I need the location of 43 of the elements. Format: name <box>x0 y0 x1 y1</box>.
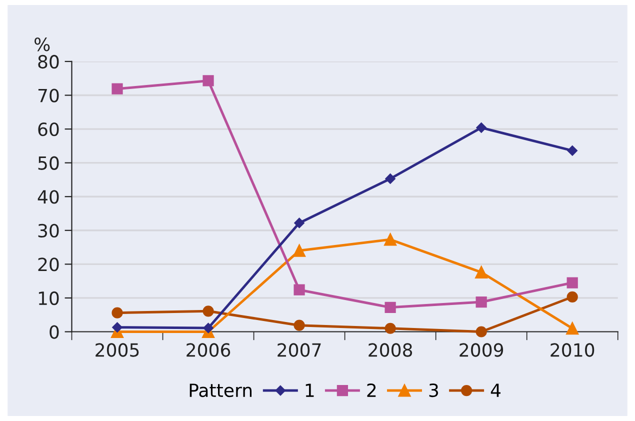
x-tick-label: 2007 <box>278 343 321 357</box>
point <box>566 291 578 303</box>
point <box>203 322 214 334</box>
point <box>294 320 305 331</box>
point <box>567 146 578 156</box>
point <box>112 322 122 332</box>
legend-label: 3 <box>429 383 438 398</box>
x-tick-label: 2006 <box>186 343 230 357</box>
point <box>384 302 396 313</box>
point <box>475 266 488 279</box>
point <box>476 122 486 133</box>
legend-title: Pattern <box>190 384 252 398</box>
point <box>112 307 123 318</box>
point <box>476 296 487 308</box>
point <box>476 326 487 338</box>
point <box>566 322 579 335</box>
point <box>293 244 306 257</box>
x-tick-label: 2010 <box>550 343 594 357</box>
point <box>566 277 578 288</box>
y-tick-label: 0 <box>50 325 59 339</box>
point <box>294 284 305 296</box>
y-tick-label: 70 <box>38 88 59 102</box>
legend-label: 1 <box>306 384 314 397</box>
x-tick-label: 2008 <box>368 343 412 357</box>
point <box>294 218 304 228</box>
y-tick-label: 30 <box>38 224 59 238</box>
x-tick-label: 2005 <box>96 343 139 357</box>
point <box>202 75 214 86</box>
y-tick-label: 50 <box>38 156 59 170</box>
y-tick-label: 60 <box>38 122 59 136</box>
y-tick-label: 20 <box>38 258 59 272</box>
point <box>384 322 396 334</box>
point <box>202 306 214 317</box>
y-axis-title: % <box>34 38 50 52</box>
y-tick-label: 80 <box>38 54 59 69</box>
y-tick-label: 40 <box>38 190 59 204</box>
point <box>385 174 396 184</box>
legend-label: 4 <box>490 384 500 397</box>
point <box>384 233 397 246</box>
y-tick-label: 10 <box>38 291 59 306</box>
legend-label: 2 <box>367 383 376 397</box>
point <box>112 83 123 94</box>
x-tick-label: 2009 <box>460 343 504 357</box>
